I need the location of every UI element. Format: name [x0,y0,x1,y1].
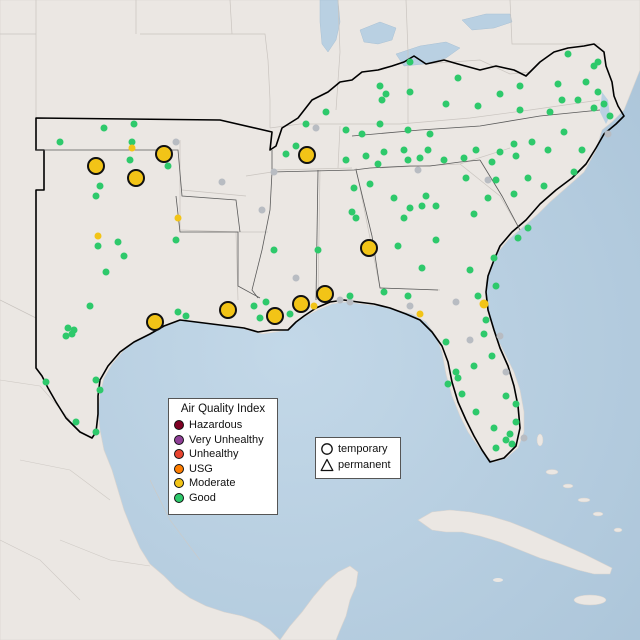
aqi-legend: Air Quality Index Hazardous Very Unhealt… [168,398,278,515]
site-type-item-permanent: permanent [316,457,400,473]
usg-swatch-icon [174,463,184,474]
aqi-legend-title: Air Quality Index [180,403,266,415]
hazardous-swatch-icon [174,420,184,431]
unhealthy-swatch-icon [174,449,184,460]
site-type-label: permanent [338,459,391,471]
aqi-legend-label: USG [189,462,213,475]
region-state-borders [36,109,601,301]
triangle-icon [320,458,334,472]
aqi-legend-label: Very Unhealthy [189,433,264,446]
aqi-legend-label: Moderate [189,477,236,490]
good-swatch-icon [174,492,184,503]
land-bahamas [536,433,623,533]
moderate-swatch-icon [174,478,184,489]
aqi-legend-label: Good [189,491,216,504]
aqi-legend-item-good: Good [169,491,277,506]
region-border [35,43,625,463]
land-cayman [493,578,503,582]
aqi-legend-label: Unhealthy [189,448,239,461]
land-cuba [417,509,613,575]
land-yucatan [279,565,359,640]
mexico-borders [0,379,201,601]
aqi-legend-item-very-unhealthy: Very Unhealthy [169,433,277,448]
aqi-legend-label: Hazardous [189,419,243,432]
very-unhealthy-swatch-icon [174,434,184,445]
land-jamaica [573,594,607,606]
aqi-legend-item-unhealthy: Unhealthy [169,447,277,462]
moderate-sites-large [87,145,378,331]
aqi-legend-item-moderate: Moderate [169,476,277,491]
site-type-legend: temporary permanent [315,437,401,479]
aqi-legend-item-usg: USG [169,462,277,477]
good-sites [42,50,614,452]
aqi-legend-item-hazardous: Hazardous [169,418,277,433]
circle-icon [321,443,333,455]
site-type-item-temporary: temporary [316,441,400,457]
inactive-sites [172,124,612,442]
site-type-label: temporary [338,443,388,455]
moderate-sites-small [94,144,489,318]
